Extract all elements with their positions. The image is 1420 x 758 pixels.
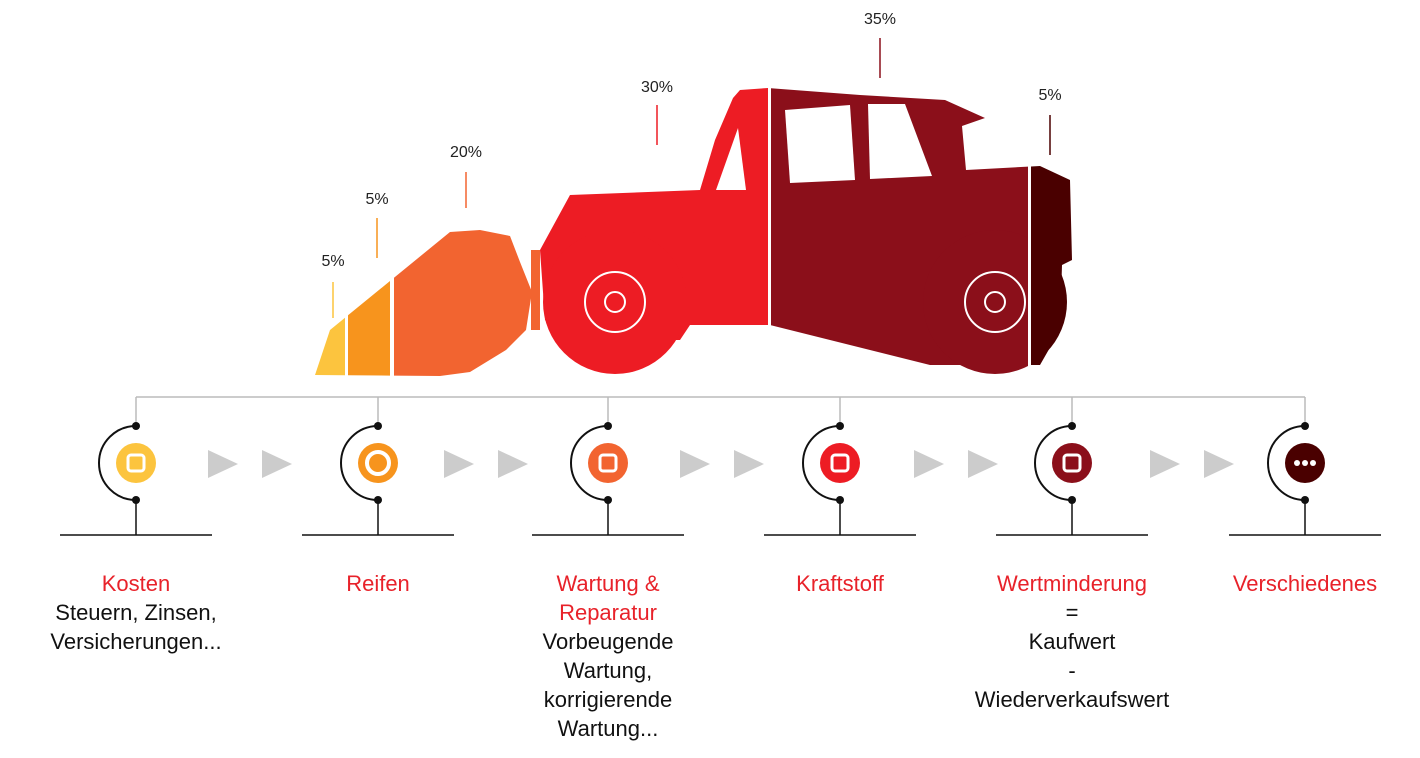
item-description: Versicherungen... bbox=[50, 629, 221, 654]
infographic: 5% 5% 20% 30% 35% 5% Kosten Steuern, Zinsen, Ver… bbox=[0, 0, 1420, 758]
item-description: Kaufwert bbox=[1029, 629, 1116, 654]
icon-dot bbox=[604, 422, 612, 430]
icon-dot bbox=[836, 422, 844, 430]
icon bbox=[1052, 443, 1092, 483]
icon bbox=[588, 443, 628, 483]
icon-glyph bbox=[1310, 460, 1316, 466]
item-title: Kosten bbox=[102, 571, 171, 596]
icon-glyph bbox=[1302, 460, 1308, 466]
item-description: - bbox=[1068, 658, 1075, 683]
percent-label: 35% bbox=[864, 11, 896, 28]
item-description: Wartung, bbox=[564, 658, 652, 683]
item-title: Wertminderung bbox=[997, 571, 1147, 596]
vehicle bbox=[315, 88, 1072, 376]
percent-label: 5% bbox=[365, 191, 388, 208]
item-description: Vorbeugende bbox=[543, 629, 674, 654]
item-description: = bbox=[1066, 600, 1079, 625]
percent-label: 20% bbox=[450, 144, 482, 161]
icon-dot bbox=[1301, 422, 1309, 430]
icon bbox=[116, 443, 156, 483]
item-title: Wartung & bbox=[556, 571, 659, 596]
item-title: Verschiedenes bbox=[1233, 571, 1377, 596]
item-title: Reparatur bbox=[559, 600, 657, 625]
item-description: korrigierende bbox=[544, 687, 672, 712]
icon-dot bbox=[1068, 422, 1076, 430]
item-description: Steuern, Zinsen, bbox=[55, 600, 216, 625]
icon-dot bbox=[132, 422, 140, 430]
item-title: Kraftstoff bbox=[796, 571, 885, 596]
percent-label: 5% bbox=[1038, 87, 1061, 104]
percent-label: 30% bbox=[641, 79, 673, 96]
item-description: Wartung... bbox=[558, 716, 659, 741]
icon bbox=[820, 443, 860, 483]
icon bbox=[358, 443, 398, 483]
percent-label: 5% bbox=[321, 253, 344, 270]
icon-dot bbox=[374, 422, 382, 430]
item-description: Wiederverkaufswert bbox=[975, 687, 1169, 712]
icon-glyph bbox=[1294, 460, 1300, 466]
item-title: Reifen bbox=[346, 571, 410, 596]
